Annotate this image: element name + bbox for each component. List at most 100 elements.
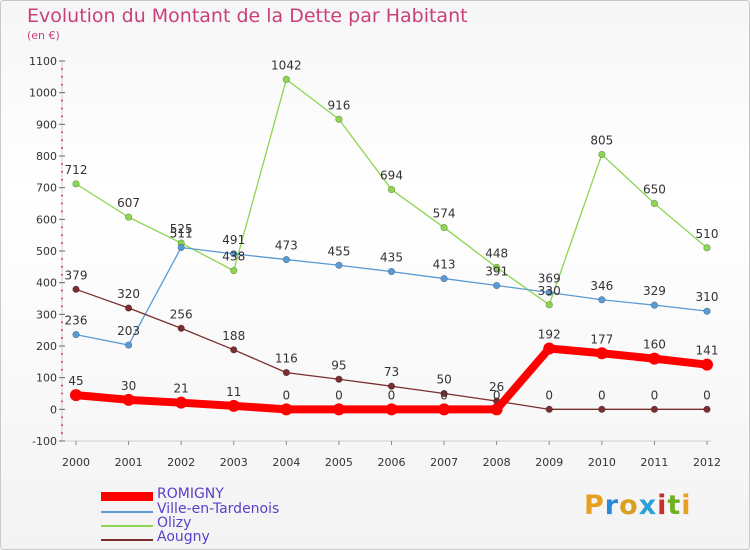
y-tick-label: 700 — [36, 182, 57, 195]
y-minor-tick — [61, 202, 63, 205]
data-label: 320 — [117, 287, 140, 301]
data-label: 236 — [65, 314, 88, 328]
data-point — [703, 244, 711, 252]
proxiti-logo: Proxiti — [584, 490, 692, 521]
y-minor-tick — [61, 416, 63, 419]
data-label: 0 — [598, 388, 606, 402]
data-point — [280, 403, 293, 416]
x-tick-label: 2007 — [430, 456, 458, 469]
data-label: 346 — [590, 279, 613, 293]
data-point — [282, 369, 290, 377]
data-label: 916 — [327, 98, 350, 112]
y-minor-tick — [61, 424, 63, 427]
y-minor-tick — [61, 163, 63, 165]
data-point — [282, 255, 290, 264]
data-label: 525 — [170, 222, 193, 236]
x-tick-label: 2004 — [272, 456, 300, 469]
data-point — [72, 331, 80, 339]
y-tick-label: 1000 — [29, 87, 57, 100]
x-tick-label: 2002 — [167, 456, 195, 469]
data-point — [598, 405, 606, 413]
x-tick-label: 2001 — [115, 456, 143, 469]
data-label: 694 — [380, 169, 403, 183]
data-point — [440, 274, 448, 283]
y-minor-tick — [61, 75, 63, 78]
y-tick-label: 300 — [36, 308, 57, 321]
data-point — [598, 296, 606, 304]
x-tick-label: 2005 — [325, 456, 353, 469]
data-point — [72, 180, 80, 188]
y-minor-tick — [61, 68, 63, 70]
data-label: 455 — [327, 244, 350, 258]
data-label: 192 — [538, 328, 561, 342]
data-label: 438 — [222, 250, 245, 264]
y-minor-tick — [61, 368, 63, 371]
data-point — [703, 405, 711, 413]
data-label: 0 — [335, 388, 343, 402]
x-tick-label: 2011 — [640, 456, 668, 469]
data-label: 0 — [651, 388, 659, 402]
y-minor-tick — [61, 305, 63, 308]
data-label: 805 — [590, 133, 613, 147]
y-minor-tick — [61, 107, 63, 110]
y-tick-label: 0 — [50, 403, 57, 416]
data-point — [387, 382, 396, 390]
y-minor-tick — [61, 329, 63, 332]
data-point — [438, 403, 451, 416]
y-minor-tick — [61, 194, 63, 197]
data-label: 0 — [493, 388, 501, 402]
y-minor-tick — [61, 392, 63, 395]
data-point — [124, 213, 133, 221]
y-minor-tick — [61, 258, 63, 260]
y-minor-tick — [61, 178, 63, 181]
y-minor-tick — [61, 131, 63, 134]
data-label: 379 — [65, 268, 88, 282]
y-minor-tick — [61, 400, 63, 403]
y-minor-tick — [61, 139, 63, 142]
data-label: 50 — [436, 373, 451, 387]
data-label: 0 — [283, 388, 291, 402]
y-minor-tick — [61, 360, 63, 363]
data-label: 141 — [696, 344, 719, 358]
data-label: 177 — [590, 332, 613, 346]
data-point — [124, 304, 133, 312]
y-minor-tick — [61, 147, 63, 149]
logo-letter: r — [604, 490, 620, 521]
data-label: 369 — [538, 271, 561, 285]
data-point — [387, 267, 396, 276]
data-label: 1042 — [271, 58, 302, 72]
y-minor-tick — [61, 321, 63, 324]
y-minor-tick — [61, 384, 63, 387]
data-label: 310 — [696, 290, 719, 304]
data-point — [650, 301, 659, 309]
y-minor-tick — [61, 289, 63, 292]
x-tick-label: 2006 — [378, 456, 406, 469]
data-point — [440, 223, 448, 232]
data-label: 0 — [388, 388, 396, 402]
data-point — [177, 324, 185, 332]
logo-letter: t — [667, 490, 682, 521]
y-minor-tick — [61, 242, 63, 244]
data-point — [335, 375, 343, 383]
y-minor-tick — [61, 226, 63, 229]
data-label: 256 — [170, 307, 193, 321]
legend-label: Ville-en-Tardenois — [157, 501, 280, 517]
y-minor-tick — [61, 353, 63, 355]
y-tick-label: 200 — [36, 340, 57, 353]
y-minor-tick — [61, 337, 63, 339]
data-point — [545, 288, 553, 297]
y-minor-tick — [61, 83, 63, 86]
y-minor-tick — [61, 99, 63, 102]
y-minor-tick — [61, 432, 63, 434]
data-point — [122, 393, 135, 406]
data-label: 30 — [121, 379, 136, 393]
data-point — [385, 403, 398, 416]
logo-letter: i — [681, 490, 692, 521]
y-tick-label: 500 — [36, 245, 57, 258]
x-tick-label: 2010 — [588, 456, 616, 469]
data-point — [703, 307, 711, 315]
legend-swatch — [101, 539, 153, 541]
data-label: 448 — [485, 246, 508, 260]
data-point — [701, 358, 713, 371]
